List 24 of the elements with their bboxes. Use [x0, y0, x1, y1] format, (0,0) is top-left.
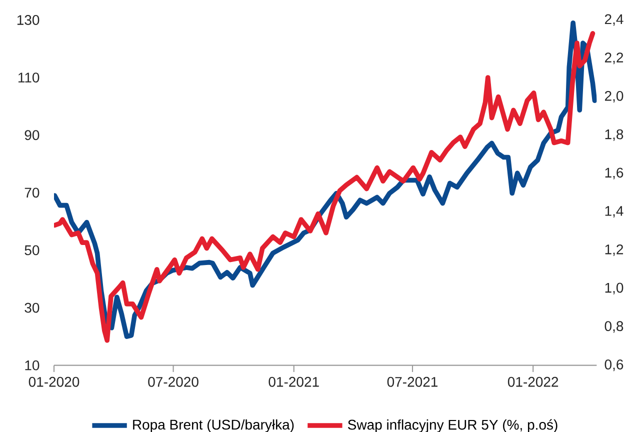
x-tick-label: 01-2022	[508, 376, 558, 387]
legend-label: Swap inflacyjny EUR 5Y (%, p.oś)	[348, 419, 558, 432]
y2-tick-label: 1,4	[605, 206, 624, 218]
y-tick-label: 110	[18, 72, 40, 83]
y-tick-label: 70	[24, 188, 40, 198]
y2-tick-label: 1,8	[605, 129, 624, 141]
x-tick-label: 07-2020	[148, 376, 198, 387]
y-tick-label: 30	[24, 302, 40, 313]
x-tick-label: 01-2021	[268, 376, 319, 387]
y2-tick-label: 1,2	[605, 244, 624, 256]
y2-tick-label: 1,0	[605, 282, 624, 294]
y2-tick-label: 2,2	[604, 52, 624, 64]
y2-tick-label: 2,0	[604, 90, 624, 103]
x-tick-label: 01-2020	[28, 376, 80, 387]
legend-label: Ropa Brent (USD/baryłka)	[133, 419, 294, 432]
y2-tick-label: 0,6	[604, 360, 624, 372]
y2-tick-label: 2,4	[604, 14, 624, 26]
y-tick-label: 90	[24, 130, 40, 140]
x-tick-label: 07-2021	[387, 376, 438, 387]
y-tick-label: 10	[25, 360, 40, 370]
y-tick-label: 50	[24, 245, 40, 256]
y2-tick-label: 0,8	[604, 321, 624, 333]
y-tick-label: 130	[17, 15, 40, 25]
y2-tick-label: 1,6	[605, 168, 624, 180]
